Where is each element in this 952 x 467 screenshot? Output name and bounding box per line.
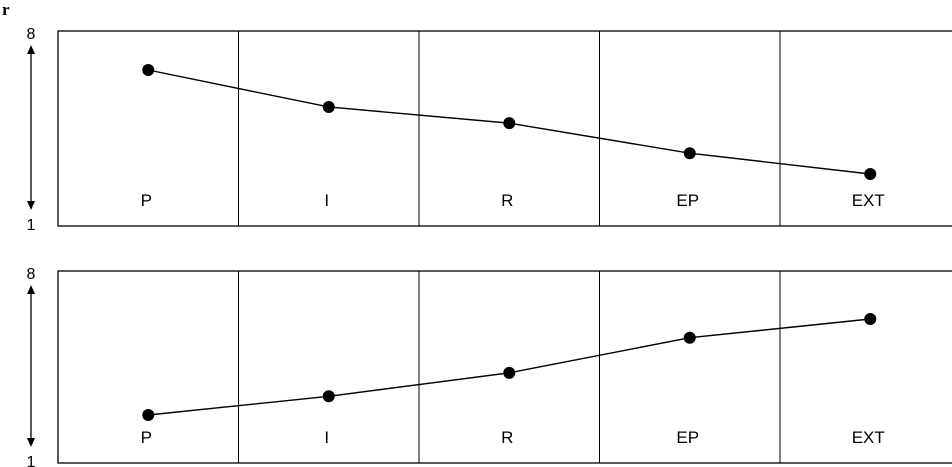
panel-1-category-label: EP (676, 191, 699, 210)
panel-1-category-label: EXT (852, 191, 885, 210)
panel-2-category-label: EXT (852, 428, 885, 447)
panel-1-data-point (142, 64, 155, 76)
panel-2-data-point (864, 313, 877, 325)
panel-1-data-point (322, 100, 335, 113)
corner-label: r (2, 0, 10, 19)
panel-2-data-point (142, 409, 155, 421)
panel-1-category-label: P (141, 191, 152, 210)
panel-2-data-point (683, 331, 696, 344)
panel-1-y-arrow-up (27, 45, 35, 54)
panel-2-category-label: EP (676, 428, 699, 447)
panel-1-category-label: I (324, 191, 329, 210)
panel-2-frame (57, 270, 952, 464)
panel-2-y-arrow-up (27, 285, 35, 294)
panel-2-category-label: P (141, 428, 152, 447)
panel-2-ytick-label: 1 (27, 454, 36, 467)
panel-2-category-label: R (501, 428, 513, 447)
panel-1-data-point (683, 147, 696, 160)
panel-1-y-arrow-down (27, 201, 35, 210)
panel-1-frame (57, 30, 952, 227)
panel-2-category-label: I (324, 428, 329, 447)
panel-1-ytick-label: 8 (27, 26, 36, 43)
panel-2-ytick-label: 8 (27, 266, 36, 283)
panel-2-y-arrow-down (27, 438, 35, 447)
panel-1-category-label: R (501, 191, 513, 210)
panel-1-ytick-label: 1 (27, 217, 36, 234)
panel-1-data-point (503, 117, 516, 130)
panel-2-data-point (503, 366, 516, 379)
panel-2-data-point (322, 390, 335, 403)
panel-1-data-point (864, 168, 877, 180)
